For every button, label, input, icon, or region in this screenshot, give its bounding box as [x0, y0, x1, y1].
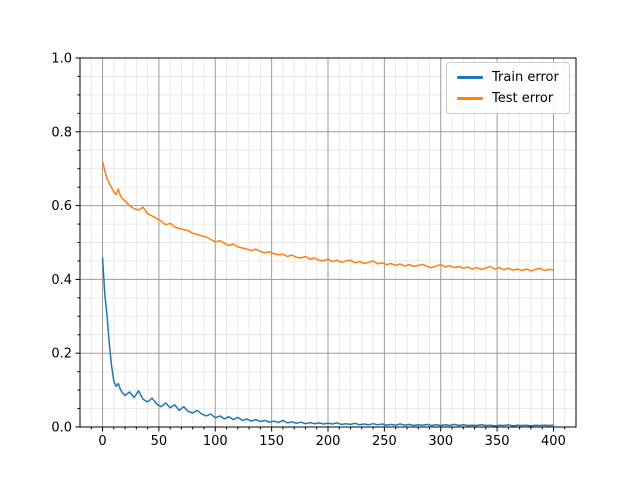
legend-item-test-error: Test error — [457, 91, 559, 106]
x-tick-label: 100 — [203, 434, 228, 449]
y-tick-label: 1.0 — [51, 52, 72, 67]
x-tick-label: 250 — [372, 434, 397, 449]
train-error-line — [101, 257, 554, 427]
x-tick-label: 50 — [151, 434, 168, 449]
x-tick-label: 200 — [316, 434, 341, 449]
x-tick-label: 150 — [259, 434, 284, 449]
legend-label-train-error: Train error — [492, 70, 559, 85]
tick-labels: 0 50 100 150 200 250 300 350 400 0.0 0.2 0.4 0.6 0.8 1… — [51, 52, 566, 450]
test-error-line — [101, 161, 554, 272]
x-tick-label: 0 — [98, 434, 106, 449]
test-error-line-swatch — [457, 97, 483, 100]
legend: Train error Test error — [446, 62, 570, 114]
legend-label-test-error: Test error — [492, 91, 554, 106]
axis-ticks — [75, 57, 566, 432]
y-tick-label: 0.4 — [51, 273, 72, 288]
series-lines — [101, 161, 554, 427]
x-tick-label: 300 — [428, 434, 453, 449]
legend-item-train-error: Train error — [457, 70, 559, 85]
y-tick-label: 0.0 — [51, 421, 72, 436]
train-error-line-swatch — [457, 76, 483, 79]
y-tick-label: 0.2 — [51, 347, 72, 362]
x-tick-label: 400 — [541, 434, 566, 449]
y-tick-label: 0.6 — [51, 199, 72, 214]
y-tick-label: 0.8 — [51, 125, 72, 140]
x-tick-label: 350 — [485, 434, 510, 449]
